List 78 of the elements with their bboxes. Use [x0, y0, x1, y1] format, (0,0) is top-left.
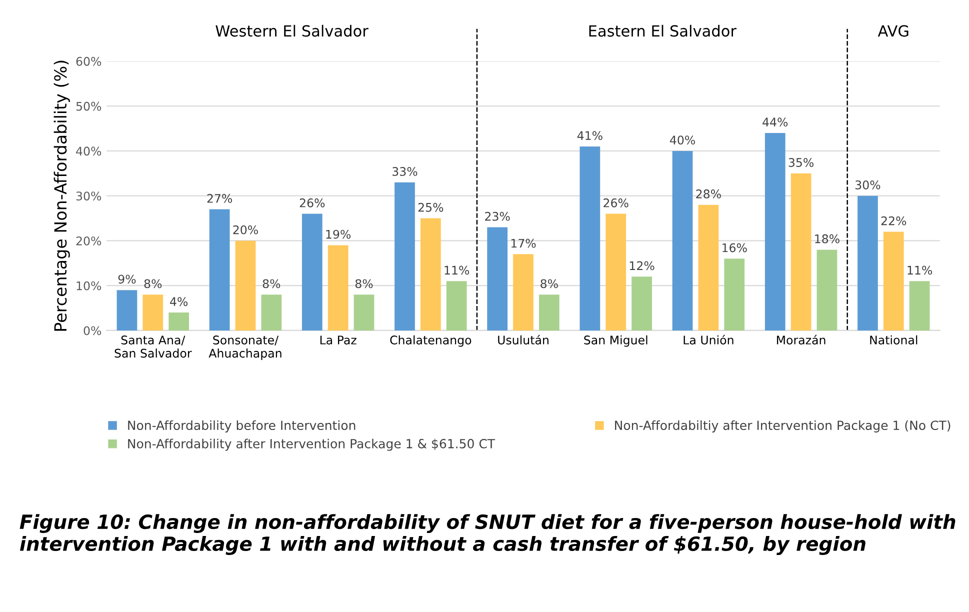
x-tick-label: Usulután — [498, 334, 548, 344]
x-tick-label: Chalatenango — [390, 335, 472, 347]
legend-label: Non-Affordability after Intervention Package 1 & $61.50 CT — [128, 438, 496, 451]
bar — [302, 214, 322, 330]
bar — [487, 227, 508, 330]
data-label: 11% — [908, 266, 932, 275]
data-label: 20% — [233, 225, 258, 234]
data-label: 41% — [577, 131, 602, 140]
data-label: 8% — [262, 279, 280, 288]
y-tick-label: 30% — [76, 192, 102, 200]
data-label: 19% — [326, 230, 351, 239]
y-tick-label: 0% — [84, 326, 102, 336]
x-tick-label: La Paz — [320, 336, 356, 344]
data-label: 11% — [444, 266, 470, 275]
x-tick-label: San Miguel — [584, 335, 648, 347]
bar — [513, 254, 534, 330]
x-tick-label: Morazán — [776, 334, 826, 344]
data-label: 30% — [855, 180, 880, 190]
data-label: 8% — [355, 279, 373, 288]
bar — [446, 281, 467, 330]
y-tick-label: 10% — [76, 281, 102, 290]
bar — [883, 232, 904, 330]
bar — [764, 133, 786, 330]
bar — [261, 294, 282, 330]
bar — [816, 250, 838, 330]
y-tick-label: 60% — [76, 56, 102, 66]
bar — [724, 258, 745, 330]
data-label: 33% — [392, 166, 418, 176]
bar — [580, 146, 600, 330]
bar — [209, 209, 230, 330]
bar — [606, 214, 626, 330]
data-label: 8% — [540, 279, 558, 288]
data-label: 35% — [788, 158, 814, 167]
y-tick-label: 20% — [76, 236, 102, 246]
x-tick-label: Sonsonate/ Ahuachapan — [208, 336, 282, 360]
bar — [672, 150, 693, 330]
data-label: 44% — [762, 118, 788, 127]
data-label: 26% — [604, 198, 628, 208]
bar — [858, 196, 878, 330]
y-axis-title: Percentage Non-Affordability (%) — [54, 60, 70, 331]
text: AVG — [878, 25, 908, 37]
bar — [354, 294, 374, 330]
data-label: 17% — [511, 238, 536, 248]
bar — [909, 281, 930, 330]
data-label: 23% — [485, 212, 510, 221]
data-label: 22% — [881, 216, 906, 226]
bar — [235, 240, 256, 330]
data-label: 12% — [630, 261, 654, 270]
bar — [698, 204, 719, 330]
bar — [394, 182, 415, 330]
x-tick-label: National — [870, 335, 918, 344]
x-tick-label: La Unión — [684, 334, 734, 344]
data-label: 25% — [418, 202, 444, 212]
text: Eastern El Salvador — [589, 24, 736, 37]
bar — [168, 312, 189, 330]
data-label: 16% — [722, 243, 747, 252]
bar — [328, 245, 348, 330]
data-label: 26% — [300, 198, 325, 208]
data-label: 8% — [144, 279, 162, 288]
bar — [142, 294, 164, 330]
data-label: 18% — [815, 234, 840, 244]
legend-label: Non-Affordabiltiy after Intervention Package 1 (No CT) — [615, 420, 950, 432]
bar — [420, 218, 441, 330]
data-label: 28% — [696, 189, 721, 198]
caption: Figure 10: Change in non-affordability of SNUT diet for a five-person house-hold with intervention Package 1 with and without a cash transfer of $61.50, by region — [20, 514, 956, 555]
data-label: 40% — [670, 136, 695, 145]
data-label: 9% — [118, 274, 136, 284]
bar — [116, 290, 138, 330]
bar — [632, 276, 652, 330]
x-tick-label: Santa Ana/ San Salvador — [114, 336, 192, 358]
legend-label: Non-Affordability before Intervention — [128, 420, 356, 432]
text: Western El Salvador — [216, 24, 368, 37]
bar — [539, 294, 560, 330]
data-label: 27% — [207, 194, 232, 203]
data-label: 4% — [170, 297, 188, 306]
y-tick-label: 50% — [76, 102, 102, 111]
y-tick-label: 40% — [76, 146, 102, 156]
bar — [790, 173, 812, 330]
